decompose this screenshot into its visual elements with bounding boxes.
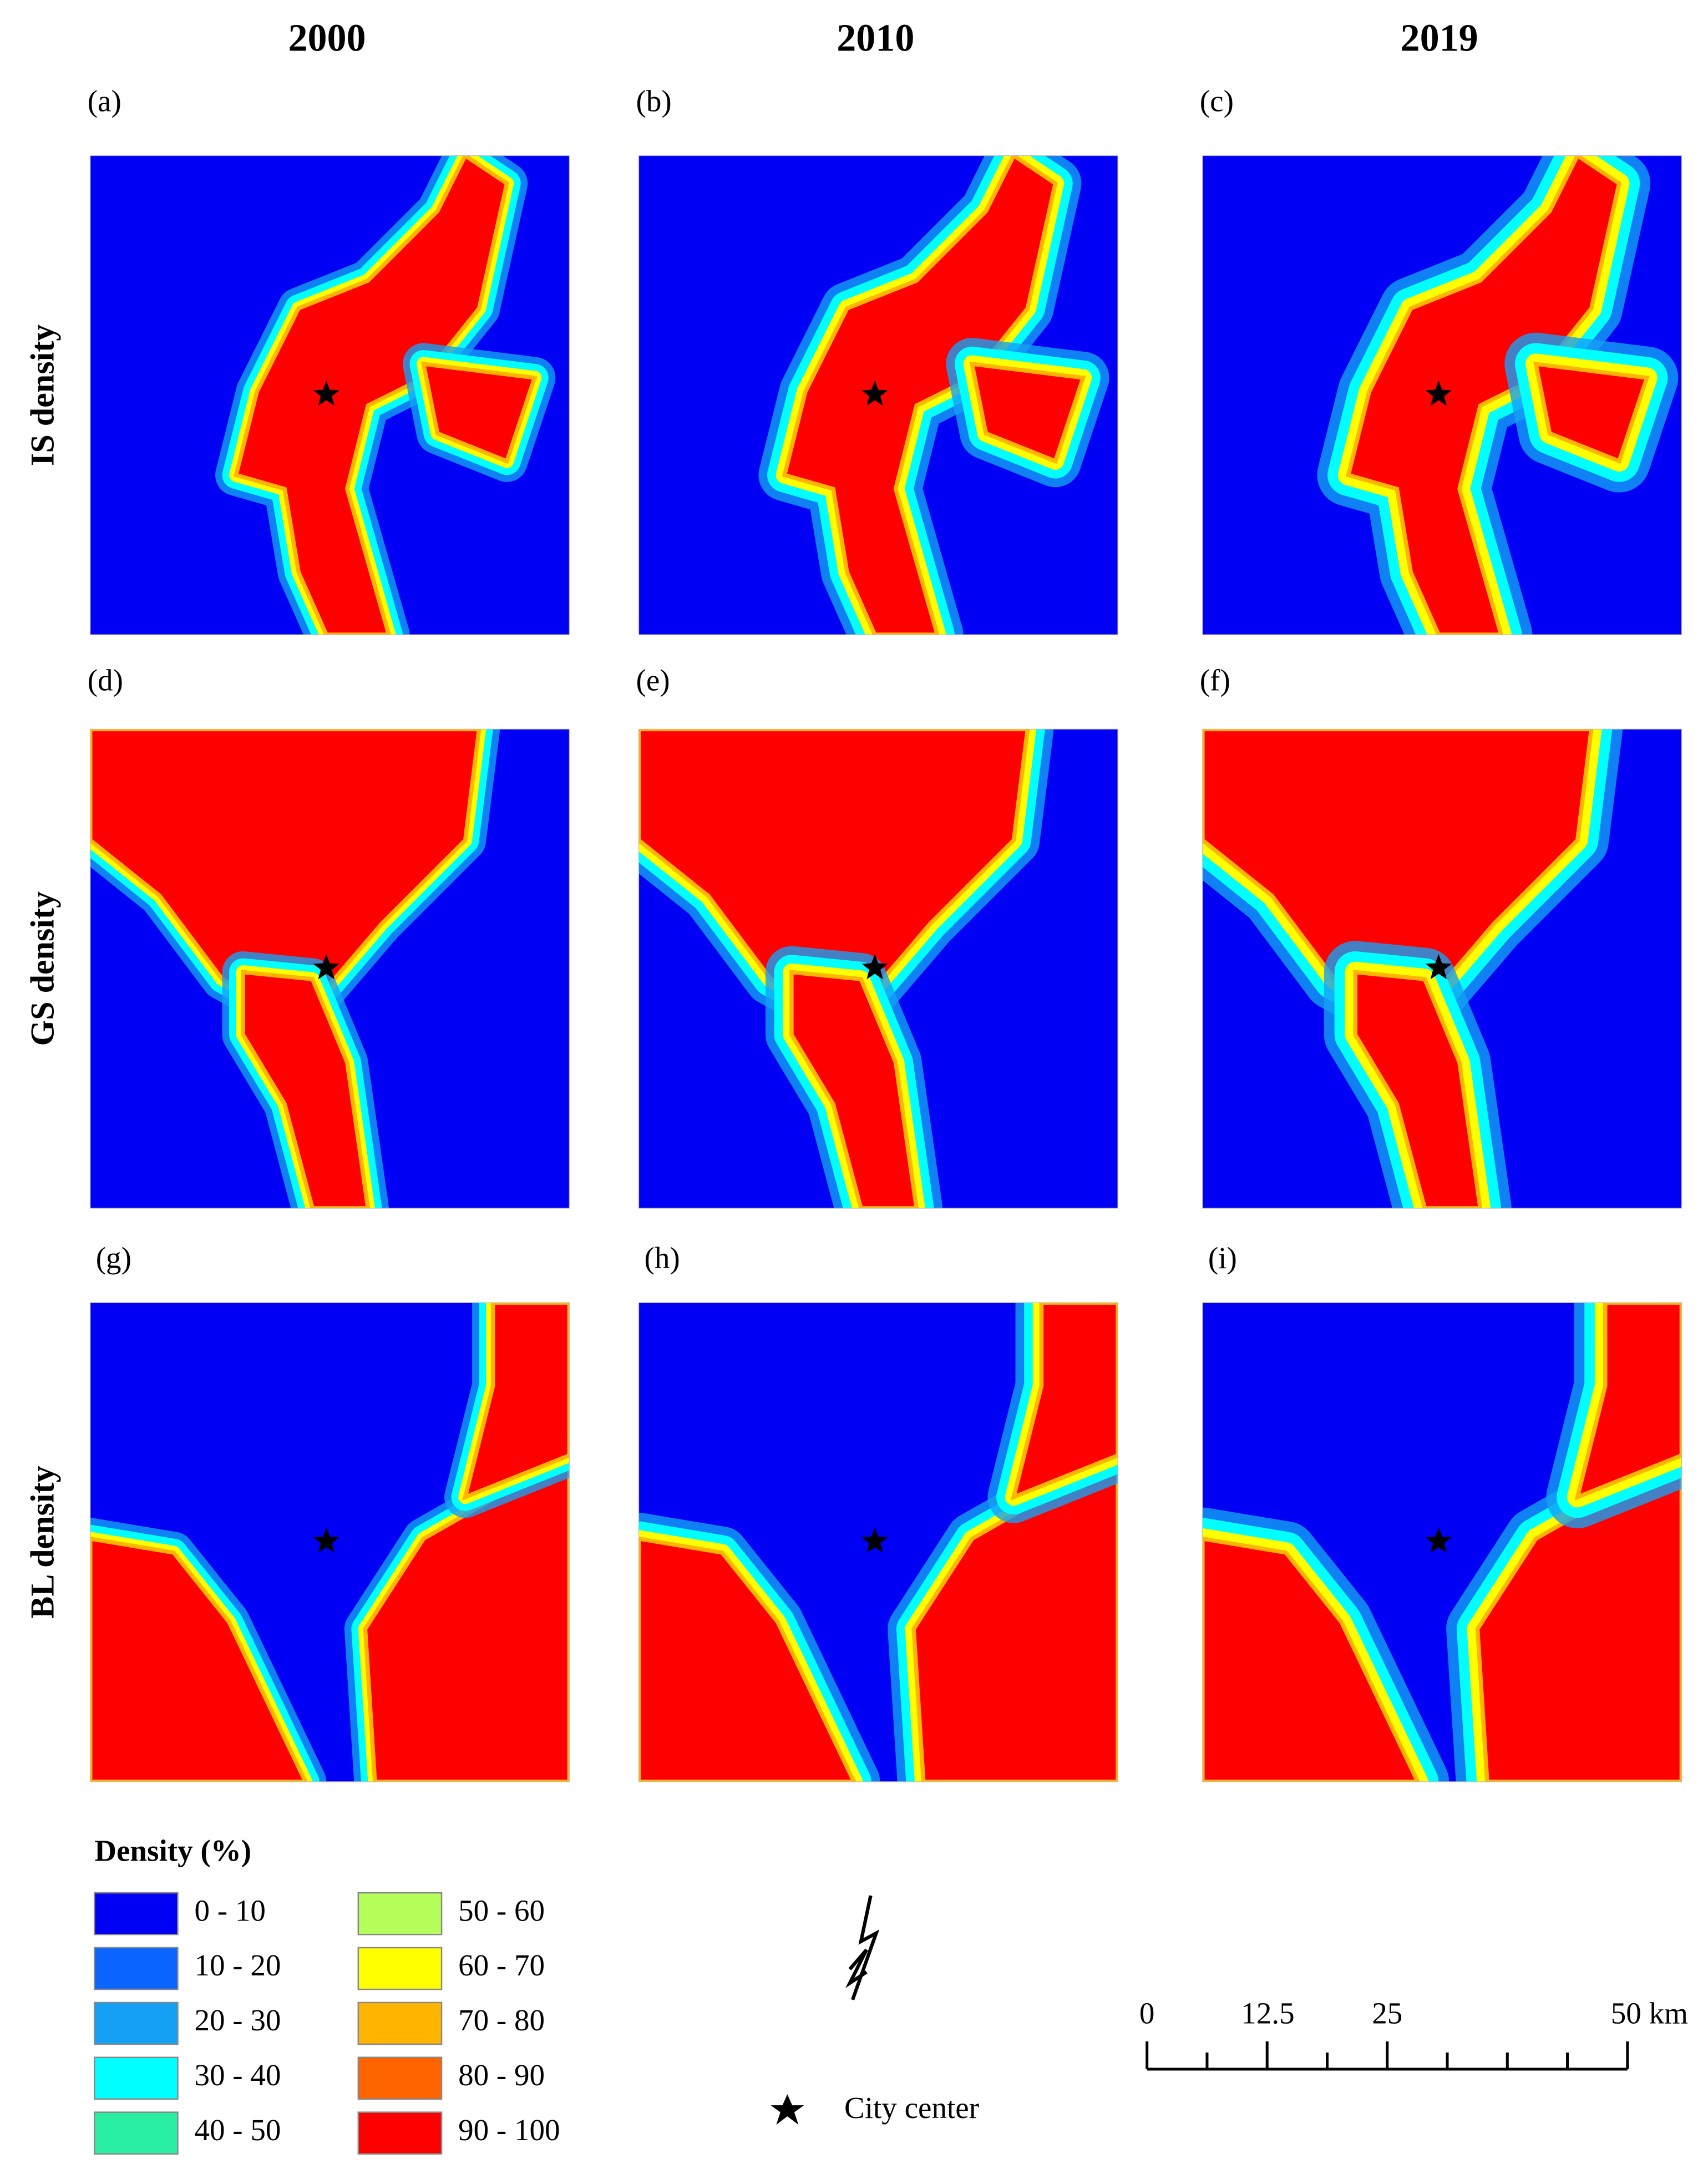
city-center-star xyxy=(861,1527,888,1553)
core xyxy=(638,1536,856,1782)
row-label: BL density xyxy=(23,1466,60,1618)
core xyxy=(969,361,1086,464)
panel-label: (c) xyxy=(1200,84,1234,118)
row-label: IS density xyxy=(23,325,60,466)
scale-label: 0 xyxy=(1139,1996,1155,2030)
scale-label: 12.5 xyxy=(1241,1996,1294,2030)
panel-label: (g) xyxy=(96,1241,131,1275)
map-panel xyxy=(638,729,1118,1209)
column-header: 2000 xyxy=(288,17,366,59)
city-center-star xyxy=(861,954,888,980)
panel-frame xyxy=(638,155,1118,635)
map-features xyxy=(90,1303,570,1782)
map-panel xyxy=(90,155,570,635)
legend-label: 80 - 90 xyxy=(458,2058,545,2092)
core xyxy=(1533,361,1650,464)
city-center-star xyxy=(313,1527,340,1553)
core xyxy=(1353,970,1483,1209)
core xyxy=(789,970,919,1209)
legend-label: 50 - 60 xyxy=(458,1893,545,1927)
panel-frame xyxy=(1202,1302,1682,1782)
core xyxy=(420,361,538,464)
core xyxy=(1574,1303,1682,1501)
scale-label: 25 xyxy=(1372,1996,1402,2030)
legend-swatch xyxy=(93,2056,179,2100)
panel-frame xyxy=(90,1302,570,1782)
legend-label: 60 - 70 xyxy=(458,1948,545,1982)
legend-label: 10 - 20 xyxy=(194,1948,281,1982)
city-center-star xyxy=(313,954,340,980)
city-center-star xyxy=(1425,1527,1452,1553)
scale-label: 50 km xyxy=(1611,1996,1688,2030)
legend-swatch xyxy=(357,1892,443,1935)
legend-swatch xyxy=(93,1892,179,1935)
legend-title: Density (%) xyxy=(94,1834,251,1868)
map-features xyxy=(215,155,556,635)
core xyxy=(90,1536,308,1782)
panel-label: (e) xyxy=(636,663,670,697)
north-arrow xyxy=(845,1895,880,2000)
panel-frame xyxy=(90,728,570,1209)
city-center-star xyxy=(1425,954,1452,980)
map-panel xyxy=(638,1303,1118,1782)
legend-swatch xyxy=(357,2056,443,2100)
legend-swatch xyxy=(357,2111,443,2155)
map-features xyxy=(638,1303,1118,1782)
legend-label: 30 - 40 xyxy=(194,2058,281,2092)
core xyxy=(1202,1536,1420,1782)
core xyxy=(462,1303,570,1501)
scale-bar: 0 12.5 25 50 km xyxy=(1139,1996,1688,2071)
map-features xyxy=(758,155,1109,635)
panel-frame xyxy=(638,728,1118,1209)
panel-frame xyxy=(638,1302,1118,1782)
legend-label: 90 - 100 xyxy=(458,2113,560,2147)
core xyxy=(241,970,371,1209)
column-header: 2019 xyxy=(1401,17,1478,59)
legend-label: 40 - 50 xyxy=(194,2113,281,2147)
row-label: GS density xyxy=(23,891,60,1046)
panel-label: (h) xyxy=(645,1241,680,1275)
panel-label: (a) xyxy=(88,84,121,118)
legend-swatch xyxy=(357,2001,443,2045)
column-header: 2010 xyxy=(837,17,914,59)
core xyxy=(1010,1303,1118,1501)
map-features xyxy=(1317,155,1679,635)
map-features xyxy=(90,729,500,1209)
legend-swatch xyxy=(93,2001,179,2045)
city-center-star xyxy=(313,381,340,406)
legend-label: 70 - 80 xyxy=(458,2003,545,2037)
map-features xyxy=(1202,729,1623,1209)
panel-frame xyxy=(1202,155,1682,635)
panel-frame xyxy=(90,155,570,635)
panel-label: (f) xyxy=(1200,663,1230,697)
panel-frame xyxy=(1202,728,1682,1209)
legend-label: 20 - 30 xyxy=(194,2003,281,2037)
legend-swatch xyxy=(93,1947,179,1990)
city-center-star xyxy=(861,381,888,406)
legend-swatch xyxy=(93,2111,179,2155)
panel-label: (b) xyxy=(636,84,671,118)
city-center-star xyxy=(1425,381,1452,406)
legend-swatch xyxy=(357,1947,443,1990)
panel-label: (i) xyxy=(1208,1241,1237,1275)
legend-label: 0 - 10 xyxy=(194,1893,265,1927)
map-features xyxy=(638,729,1054,1209)
panel-label: (d) xyxy=(88,663,123,697)
core xyxy=(234,155,509,635)
core xyxy=(782,155,1058,635)
city-center-label: City center xyxy=(844,2091,979,2125)
core xyxy=(1346,155,1622,635)
city-center-symbol xyxy=(771,2094,804,2125)
